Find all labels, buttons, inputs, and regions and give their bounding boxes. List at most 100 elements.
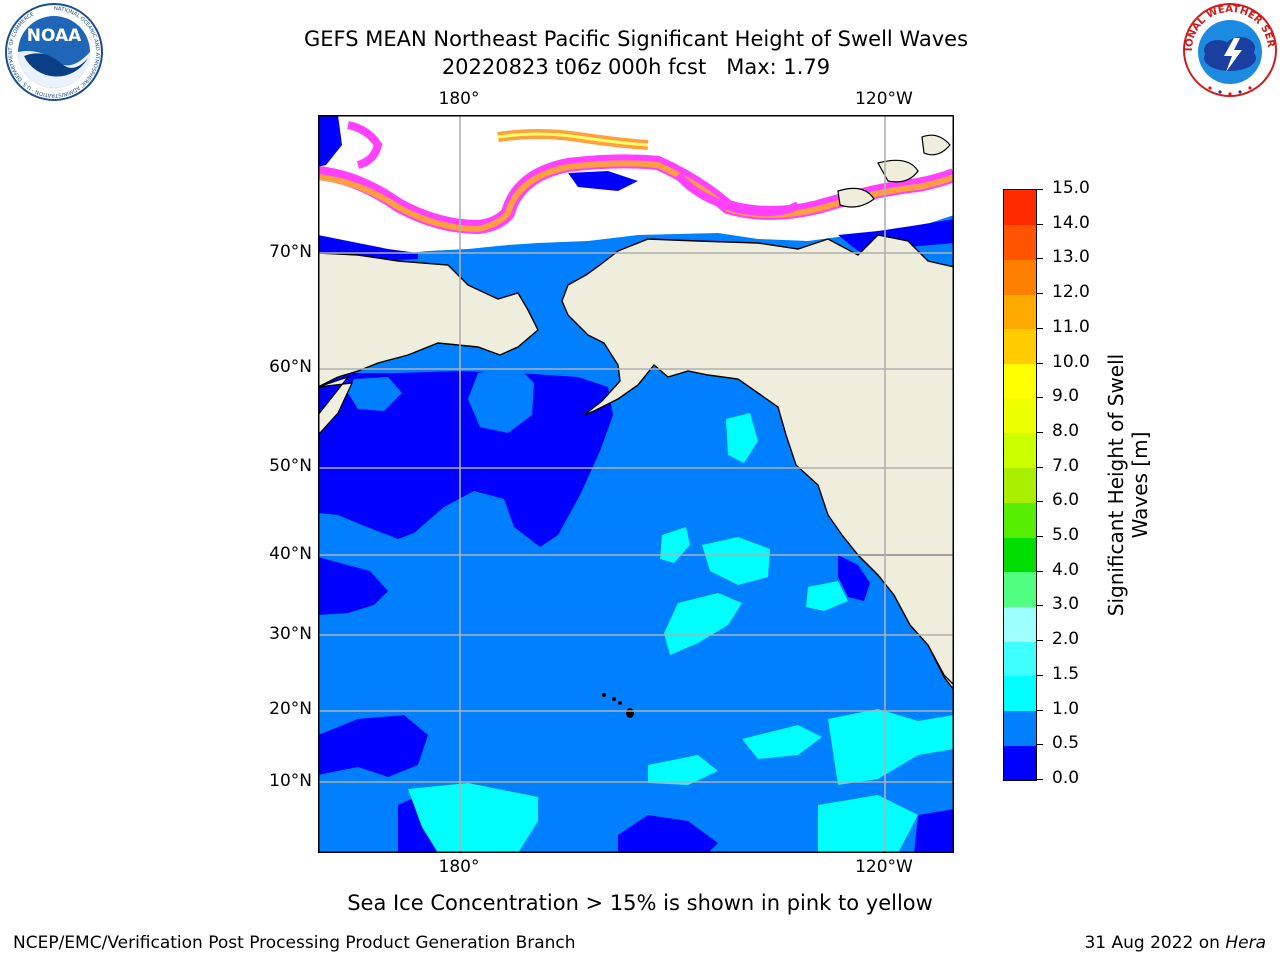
lat-label-70n: 70°N bbox=[269, 242, 312, 262]
map-frame bbox=[318, 115, 954, 853]
credit-left: NCEP/EMC/Verification Post Processing Pr… bbox=[13, 933, 576, 953]
mid-swell-patch-2 bbox=[348, 377, 402, 411]
colorbar-tick-label: 0.5 bbox=[1052, 733, 1080, 754]
colorbar-tick-mark bbox=[1037, 501, 1043, 503]
chart-title: GEFS MEAN Northeast Pacific Significant … bbox=[303, 27, 969, 51]
colorbar-segment bbox=[1004, 710, 1036, 746]
colorbar-tick-label: 1.0 bbox=[1052, 698, 1080, 719]
high-swell-patch-8 bbox=[648, 755, 718, 785]
colorbar-tick-label: 8.0 bbox=[1052, 420, 1080, 441]
mid-swell-patch-1 bbox=[468, 367, 534, 433]
low-swell-region-southeast bbox=[914, 809, 954, 853]
colorbar-title-line2: Waves [m] bbox=[1128, 431, 1152, 539]
high-swell-patch-4 bbox=[806, 581, 848, 611]
high-swell-patch-6 bbox=[742, 725, 822, 759]
sea-ice-band-yellow bbox=[497, 132, 649, 147]
colorbar-segment bbox=[1004, 467, 1036, 503]
colorbar-tick-mark bbox=[1037, 189, 1043, 190]
lat-label-40n: 40°N bbox=[269, 544, 312, 564]
swell-map bbox=[318, 115, 954, 853]
nws-logo: NATIONAL WEATHER SERVICE bbox=[1180, 0, 1277, 97]
colorbar-tick-mark bbox=[1037, 293, 1043, 295]
land-arctic-island-1 bbox=[877, 159, 919, 183]
colorbar bbox=[1003, 189, 1037, 781]
sea-ice-band-beaufort bbox=[674, 172, 801, 217]
colorbar-tick-mark bbox=[1037, 779, 1043, 780]
high-swell-patch-9 bbox=[408, 783, 538, 853]
lon-label-top-120w: 120°W bbox=[855, 89, 913, 109]
colorbar-tick-mark bbox=[1037, 536, 1043, 538]
noaa-logo-text: NOAA bbox=[27, 26, 82, 46]
high-swell-patch-5 bbox=[726, 413, 758, 463]
colorbar-segment bbox=[1004, 190, 1036, 226]
colorbar-tick-label: 6.0 bbox=[1052, 490, 1080, 511]
land-arctic-island-2 bbox=[921, 134, 951, 156]
colorbar-tick-mark bbox=[1037, 431, 1043, 433]
lat-label-60n: 60°N bbox=[269, 357, 312, 377]
colorbar-segment bbox=[1004, 537, 1036, 573]
low-swell-region-south-center bbox=[618, 815, 718, 853]
arctic-fringe-east bbox=[838, 219, 954, 251]
sea-ice-note: Sea Ice Concentration > 15% is shown in … bbox=[347, 891, 933, 915]
noaa-logo: NOAA NATIONAL OCEANIC AND ATMOSPHERIC AD… bbox=[5, 3, 103, 101]
chart-subtitle: 20220823 t06z 000h fcst Max: 1.79 bbox=[441, 55, 831, 79]
colorbar-segment bbox=[1004, 294, 1036, 330]
map-gridlines bbox=[318, 115, 954, 853]
colorbar-tick-mark bbox=[1037, 327, 1043, 329]
colorbar-segment bbox=[1004, 641, 1036, 677]
colorbar-segment bbox=[1004, 606, 1036, 642]
lon-label-top-180: 180° bbox=[438, 89, 480, 109]
colorbar-tick-mark bbox=[1037, 258, 1043, 260]
colorbar-tick-label: 5.0 bbox=[1052, 525, 1080, 546]
colorbar-tick-label: 10.0 bbox=[1052, 351, 1090, 372]
colorbar-segment bbox=[1004, 432, 1036, 469]
lon-label-bottom-180: 180° bbox=[438, 857, 480, 877]
colorbar-segment bbox=[1004, 363, 1036, 399]
colorbar-title: Significant Height of Swell Waves [m] bbox=[1104, 305, 1152, 665]
low-swell-region-west bbox=[318, 557, 388, 615]
arctic-fringe-center bbox=[568, 171, 638, 191]
colorbar-segment bbox=[1004, 571, 1036, 607]
colorbar-tick-label: 15.0 bbox=[1052, 178, 1090, 198]
colorbar-tick-label: 14.0 bbox=[1052, 212, 1090, 233]
credit-date: 31 Aug 2022 on bbox=[1084, 933, 1226, 953]
colorbar-segment bbox=[1004, 745, 1036, 781]
colorbar-tick-label: 9.0 bbox=[1052, 386, 1080, 407]
colorbar-tick-label: 13.0 bbox=[1052, 247, 1090, 268]
lat-label-10n: 10°N bbox=[269, 771, 312, 791]
colorbar-tick-label: 0.0 bbox=[1052, 768, 1080, 788]
high-swell-patch-10 bbox=[818, 795, 918, 853]
colorbar-tick-mark bbox=[1037, 605, 1043, 607]
land-arctic-island-3 bbox=[837, 187, 875, 208]
colorbar-segment bbox=[1004, 675, 1036, 712]
lat-label-50n: 50°N bbox=[269, 456, 312, 476]
colorbar-tick-mark bbox=[1037, 674, 1043, 676]
land-alaska-canada bbox=[561, 234, 954, 853]
low-swell-region-north bbox=[318, 370, 613, 547]
high-swell-patch-7 bbox=[828, 709, 954, 785]
low-swell-region-coast bbox=[838, 555, 870, 601]
lat-label-30n: 30°N bbox=[269, 624, 312, 644]
colorbar-tick-label: 3.0 bbox=[1052, 594, 1080, 615]
colorbar-tick-mark bbox=[1037, 362, 1043, 364]
colorbar-tick-mark bbox=[1037, 223, 1043, 225]
sea-ice-band-wrangel bbox=[347, 121, 383, 169]
colorbar-segment bbox=[1004, 328, 1036, 365]
credit-right: 31 Aug 2022 on Hera bbox=[1084, 933, 1266, 953]
colorbar-tick-mark bbox=[1037, 744, 1043, 746]
colorbar-segment bbox=[1004, 259, 1036, 295]
colorbar-segment bbox=[1004, 502, 1036, 538]
colorbar-tick-label: 7.0 bbox=[1052, 455, 1080, 476]
land-siberia bbox=[318, 252, 539, 388]
colorbar-tick-label: 12.0 bbox=[1052, 282, 1090, 303]
high-swell-patch-1 bbox=[660, 527, 690, 563]
colorbar-tick-mark bbox=[1037, 640, 1043, 642]
colorbar-tick-label: 11.0 bbox=[1052, 316, 1090, 337]
land-kamchatka bbox=[318, 375, 353, 436]
colorbar-tick-mark bbox=[1037, 466, 1043, 468]
arctic-fringe-northwest bbox=[318, 115, 342, 167]
colorbar-tick-label: 1.5 bbox=[1052, 663, 1080, 684]
colorbar-tick-mark bbox=[1037, 570, 1043, 572]
colorbar-segment bbox=[1004, 224, 1036, 260]
lon-label-bottom-120w: 120°W bbox=[855, 857, 913, 877]
